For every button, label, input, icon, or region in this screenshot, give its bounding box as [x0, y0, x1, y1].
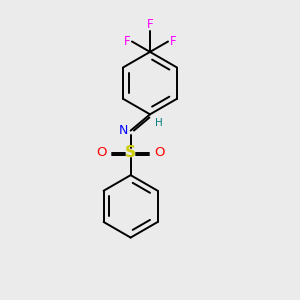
Text: F: F [169, 35, 176, 48]
Text: H: H [155, 118, 163, 128]
Text: O: O [97, 146, 107, 159]
Text: O: O [154, 146, 165, 159]
Text: F: F [124, 35, 130, 48]
Text: N: N [119, 124, 128, 137]
Text: S: S [125, 146, 136, 160]
Text: F: F [147, 18, 153, 31]
